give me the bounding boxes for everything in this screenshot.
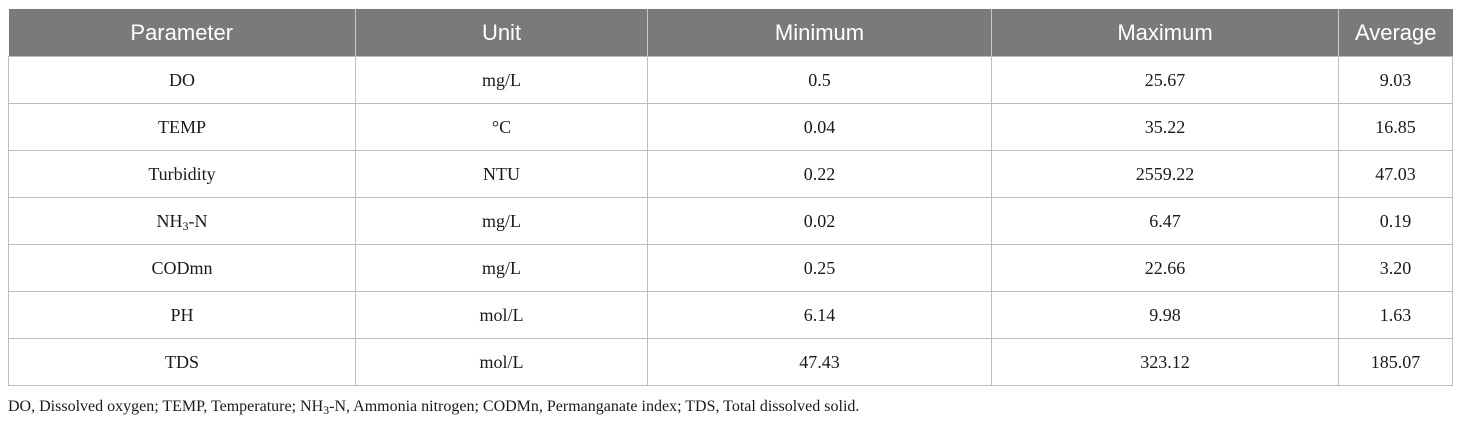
cell-maximum: 2559.22 <box>991 150 1339 198</box>
header-minimum: Minimum <box>647 9 992 57</box>
cell-minimum: 0.22 <box>647 150 992 198</box>
cell-unit: °C <box>355 103 648 151</box>
cell-maximum: 35.22 <box>991 103 1339 151</box>
cell-parameter: DO <box>8 56 356 104</box>
cell-average: 16.85 <box>1338 103 1453 151</box>
cell-maximum: 6.47 <box>991 197 1339 245</box>
data-table-container: Parameter Unit Minimum Maximum Average D… <box>8 9 1453 386</box>
cell-average: 185.07 <box>1338 338 1453 386</box>
cell-unit: mol/L <box>355 338 648 386</box>
cell-minimum: 0.02 <box>647 197 992 245</box>
cell-parameter: TDS <box>8 338 356 386</box>
cell-average: 9.03 <box>1338 56 1453 104</box>
cell-average: 3.20 <box>1338 244 1453 292</box>
table-row: TEMP °C 0.04 35.22 16.85 <box>8 103 1453 151</box>
table-footnote: DO, Dissolved oxygen; TEMP, Temperature;… <box>8 398 860 417</box>
cell-average: 0.19 <box>1338 197 1453 245</box>
cell-minimum: 47.43 <box>647 338 992 386</box>
cell-parameter: PH <box>8 291 356 339</box>
cell-minimum: 0.04 <box>647 103 992 151</box>
cell-average: 47.03 <box>1338 150 1453 198</box>
cell-parameter: TEMP <box>8 103 356 151</box>
header-maximum: Maximum <box>991 9 1339 57</box>
header-parameter: Parameter <box>8 9 356 57</box>
table-row: CODmn mg/L 0.25 22.66 3.20 <box>8 244 1453 292</box>
cell-unit: mol/L <box>355 291 648 339</box>
table-row: PH mol/L 6.14 9.98 1.63 <box>8 291 1453 339</box>
cell-minimum: 0.25 <box>647 244 992 292</box>
cell-unit: mg/L <box>355 244 648 292</box>
cell-minimum: 0.5 <box>647 56 992 104</box>
cell-maximum: 9.98 <box>991 291 1339 339</box>
cell-parameter: CODmn <box>8 244 356 292</box>
cell-unit: mg/L <box>355 56 648 104</box>
cell-parameter: Turbidity <box>8 150 356 198</box>
cell-average: 1.63 <box>1338 291 1453 339</box>
header-unit: Unit <box>355 9 648 57</box>
cell-maximum: 22.66 <box>991 244 1339 292</box>
cell-parameter: NH3-N <box>8 197 356 245</box>
water-quality-table: Parameter Unit Minimum Maximum Average D… <box>8 9 1453 386</box>
cell-maximum: 25.67 <box>991 56 1339 104</box>
cell-unit: NTU <box>355 150 648 198</box>
table-row: Turbidity NTU 0.22 2559.22 47.03 <box>8 150 1453 198</box>
table-row: NH3-N mg/L 0.02 6.47 0.19 <box>8 197 1453 245</box>
table-row: TDS mol/L 47.43 323.12 185.07 <box>8 338 1453 386</box>
cell-minimum: 6.14 <box>647 291 992 339</box>
header-average: Average <box>1338 9 1453 57</box>
table-header-row: Parameter Unit Minimum Maximum Average <box>8 9 1453 57</box>
cell-maximum: 323.12 <box>991 338 1339 386</box>
table-row: DO mg/L 0.5 25.67 9.03 <box>8 56 1453 104</box>
cell-unit: mg/L <box>355 197 648 245</box>
